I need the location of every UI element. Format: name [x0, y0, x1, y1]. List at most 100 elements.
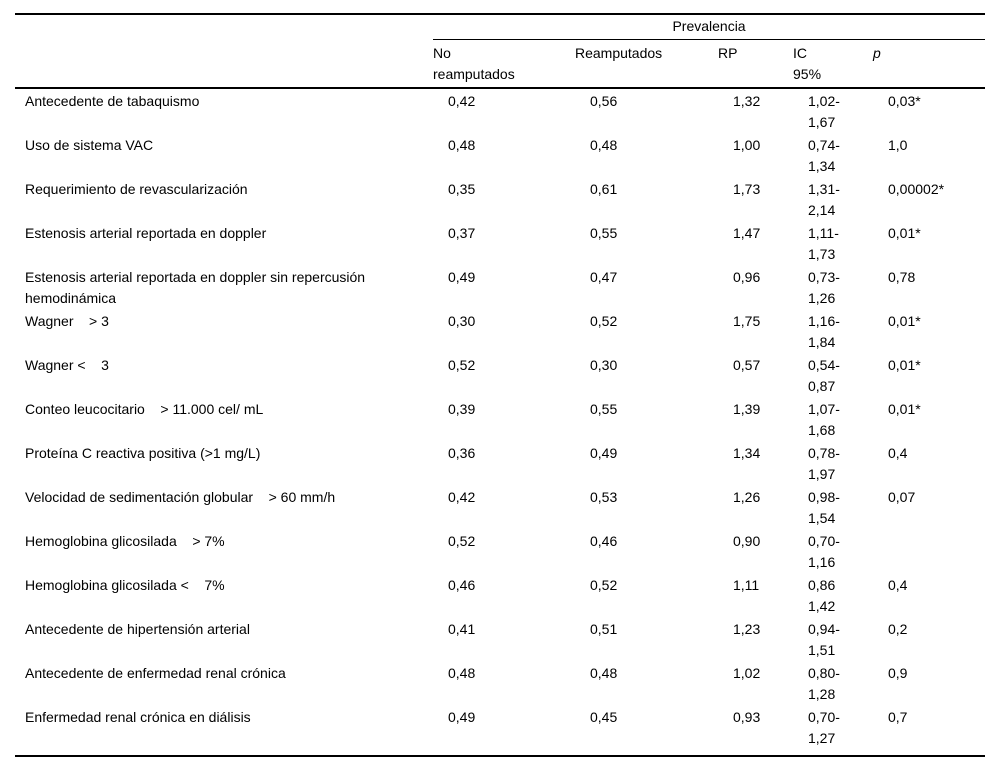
group-header-spacer: [15, 13, 433, 40]
cell-ic95: 0,80- 1,28: [808, 665, 840, 702]
row-label: Antecedente de tabaquismo: [25, 93, 200, 109]
column-header-reamputados: Reamputados: [575, 39, 718, 89]
table-row: Estenosis arterial reportada en doppler …: [15, 221, 985, 265]
cell-no-reamputados: 0,46: [448, 577, 476, 593]
table-row: Uso de sistema VAC 0,48 0,48 1,00 0,74- …: [15, 133, 985, 177]
column-header-ic95: IC 95%: [793, 39, 873, 89]
cell-rp: 1,39: [733, 401, 761, 417]
cell-no-reamputados: 0,52: [448, 533, 476, 549]
cell-ic95: 0,98- 1,54: [808, 489, 840, 526]
cell-no-reamputados: 0,41: [448, 621, 476, 637]
cell-rp: 0,96: [733, 269, 761, 285]
cell-ic95: 0,74- 1,34: [808, 137, 840, 174]
cell-reamputados: 0,48: [590, 665, 618, 681]
cell-no-reamputados: 0,42: [448, 93, 476, 109]
cell-rp: 1,73: [733, 181, 761, 197]
row-label: Enfermedad renal crónica en diálisis: [25, 709, 251, 725]
cell-ic95: 1,11- 1,73: [808, 225, 839, 262]
cell-rp: 0,57: [733, 357, 761, 373]
row-label: Estenosis arterial reportada en doppler: [25, 225, 267, 241]
row-label: Antecedente de enfermedad renal crónica: [25, 665, 286, 681]
table-row: Proteína C reactiva positiva (>1 mg/L) 0…: [15, 441, 985, 485]
cell-p: 0,01*: [888, 313, 921, 329]
cell-rp: 1,34: [733, 445, 761, 461]
cell-rp: 1,47: [733, 225, 761, 241]
row-label: Requerimiento de revascularización: [25, 181, 248, 197]
cell-reamputados: 0,52: [590, 577, 618, 593]
cell-reamputados: 0,30: [590, 357, 618, 373]
row-label: Wagner < 3: [25, 357, 109, 373]
row-label: Wagner > 3: [25, 313, 109, 329]
row-label: Velocidad de sedimentación globular > 60…: [25, 489, 336, 505]
column-header-label: [15, 39, 433, 89]
cell-p: [873, 529, 985, 573]
table-row: Enfermedad renal crónica en diálisis 0,4…: [15, 705, 985, 756]
cell-rp: 1,26: [733, 489, 761, 505]
column-header-no-reamputados: No reamputados: [433, 39, 575, 89]
cell-rp: 1,75: [733, 313, 761, 329]
table-row: Hemoglobina glicosilada < 7% 0,46 0,52 1…: [15, 573, 985, 617]
cell-p: 0,00002*: [888, 181, 945, 197]
cell-p: 0,78: [888, 269, 916, 285]
cell-p: 0,4: [888, 445, 908, 461]
cell-rp: 1,23: [733, 621, 761, 637]
cell-reamputados: 0,55: [590, 401, 618, 417]
table-row: Antecedente de enfermedad renal crónica …: [15, 661, 985, 705]
cell-no-reamputados: 0,35: [448, 181, 476, 197]
cell-rp: 0,93: [733, 709, 761, 725]
cell-no-reamputados: 0,49: [448, 709, 476, 725]
cell-no-reamputados: 0,37: [448, 225, 476, 241]
cell-no-reamputados: 0,48: [448, 137, 476, 153]
cell-ic95: 1,31- 2,14: [808, 181, 840, 218]
row-label: Antecedente de hipertensión arterial: [25, 621, 250, 637]
cell-no-reamputados: 0,48: [448, 665, 476, 681]
table-row: Hemoglobina glicosilada > 7% 0,52 0,46 0…: [15, 529, 985, 573]
cell-reamputados: 0,53: [590, 489, 618, 505]
cell-p: 1,0: [888, 137, 908, 153]
cell-p: 0,01*: [888, 357, 921, 373]
cell-no-reamputados: 0,36: [448, 445, 476, 461]
column-header-rp: RP: [718, 39, 793, 89]
cell-ic95: 0,78- 1,97: [808, 445, 840, 482]
table-row: Estenosis arterial reportada en doppler …: [15, 265, 985, 309]
cell-reamputados: 0,55: [590, 225, 618, 241]
row-label: Conteo leucocitario > 11.000 cel/ mL: [25, 401, 264, 417]
table-row: Conteo leucocitario > 11.000 cel/ mL 0,3…: [15, 397, 985, 441]
table-header: Prevalencia No reamputados Reamputados R…: [15, 13, 986, 89]
row-label: Hemoglobina glicosilada < 7%: [25, 577, 225, 593]
column-header-row: No reamputados Reamputados RP IC 95% p: [15, 39, 986, 89]
cell-ic95: 1,16- 1,84: [808, 313, 840, 350]
cell-rp: 1,00: [733, 137, 761, 153]
cell-p: 0,9: [888, 665, 908, 681]
cell-p: 0,03*: [888, 93, 921, 109]
cell-ic95: 0,73- 1,26: [808, 269, 840, 306]
cell-reamputados: 0,61: [590, 181, 618, 197]
cell-p: 0,07: [888, 489, 916, 505]
group-header-row: Prevalencia: [15, 13, 986, 40]
cell-ic95: 0,54- 0,87: [808, 357, 840, 394]
cell-ic95: 0,70- 1,27: [808, 709, 840, 746]
cell-no-reamputados: 0,49: [448, 269, 476, 285]
cell-reamputados: 0,45: [590, 709, 618, 725]
cell-ic95: 0,86 1,42: [808, 577, 836, 614]
cell-ic95: 0,70- 1,16: [808, 533, 840, 570]
table-row: Antecedente de hipertensión arterial 0,4…: [15, 617, 985, 661]
cell-no-reamputados: 0,39: [448, 401, 476, 417]
cell-reamputados: 0,49: [590, 445, 618, 461]
cell-rp: 1,11: [733, 577, 760, 593]
cell-p: 0,2: [888, 621, 908, 637]
cell-p: 0,01*: [888, 225, 921, 241]
cell-ic95: 1,07- 1,68: [808, 401, 840, 438]
prevalence-table: Prevalencia No reamputados Reamputados R…: [15, 13, 986, 757]
row-label: Estenosis arterial reportada en doppler …: [25, 269, 366, 306]
cell-p: 0,7: [888, 709, 908, 725]
table-row: Wagner < 3 0,52 0,30 0,57 0,54- 0,87 0,0…: [15, 353, 985, 397]
table-row: Velocidad de sedimentación globular > 60…: [15, 485, 985, 529]
table-row: Antecedente de tabaquismo 0,42 0,56 1,32…: [15, 88, 985, 133]
cell-no-reamputados: 0,52: [448, 357, 476, 373]
row-label: Proteína C reactiva positiva (>1 mg/L): [25, 445, 261, 461]
cell-rp: 1,32: [733, 93, 761, 109]
group-header-prevalencia: Prevalencia: [433, 13, 986, 40]
cell-no-reamputados: 0,42: [448, 489, 476, 505]
cell-reamputados: 0,56: [590, 93, 618, 109]
